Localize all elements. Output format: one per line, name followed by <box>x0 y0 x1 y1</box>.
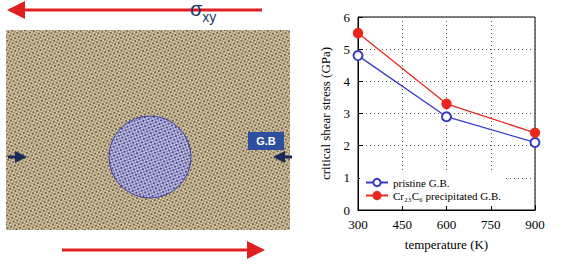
svg-text:4: 4 <box>344 74 351 89</box>
svg-text:6: 6 <box>344 10 351 25</box>
svg-text:900: 900 <box>525 217 545 232</box>
svg-text:0: 0 <box>344 203 351 218</box>
svg-text:pristine G.B.: pristine G.B. <box>393 177 450 189</box>
svg-text:1: 1 <box>344 170 351 185</box>
svg-text:G.B: G.B <box>256 135 276 147</box>
svg-text:5: 5 <box>344 42 351 57</box>
svg-text:600: 600 <box>437 217 457 232</box>
svg-text:2: 2 <box>344 138 351 153</box>
svg-text:Cr₂₃C₆ precipitated G.B.: Cr₂₃C₆ precipitated G.B. <box>393 190 501 202</box>
svg-text:temperature (K): temperature (K) <box>405 237 488 252</box>
svg-text:3: 3 <box>344 106 351 121</box>
svg-text:300: 300 <box>348 217 368 232</box>
svg-text:750: 750 <box>481 217 501 232</box>
svg-text:critical shear stress (GPa): critical shear stress (GPa) <box>318 47 333 180</box>
svg-text:σxy: σxy <box>190 0 216 25</box>
svg-text:450: 450 <box>393 217 413 232</box>
